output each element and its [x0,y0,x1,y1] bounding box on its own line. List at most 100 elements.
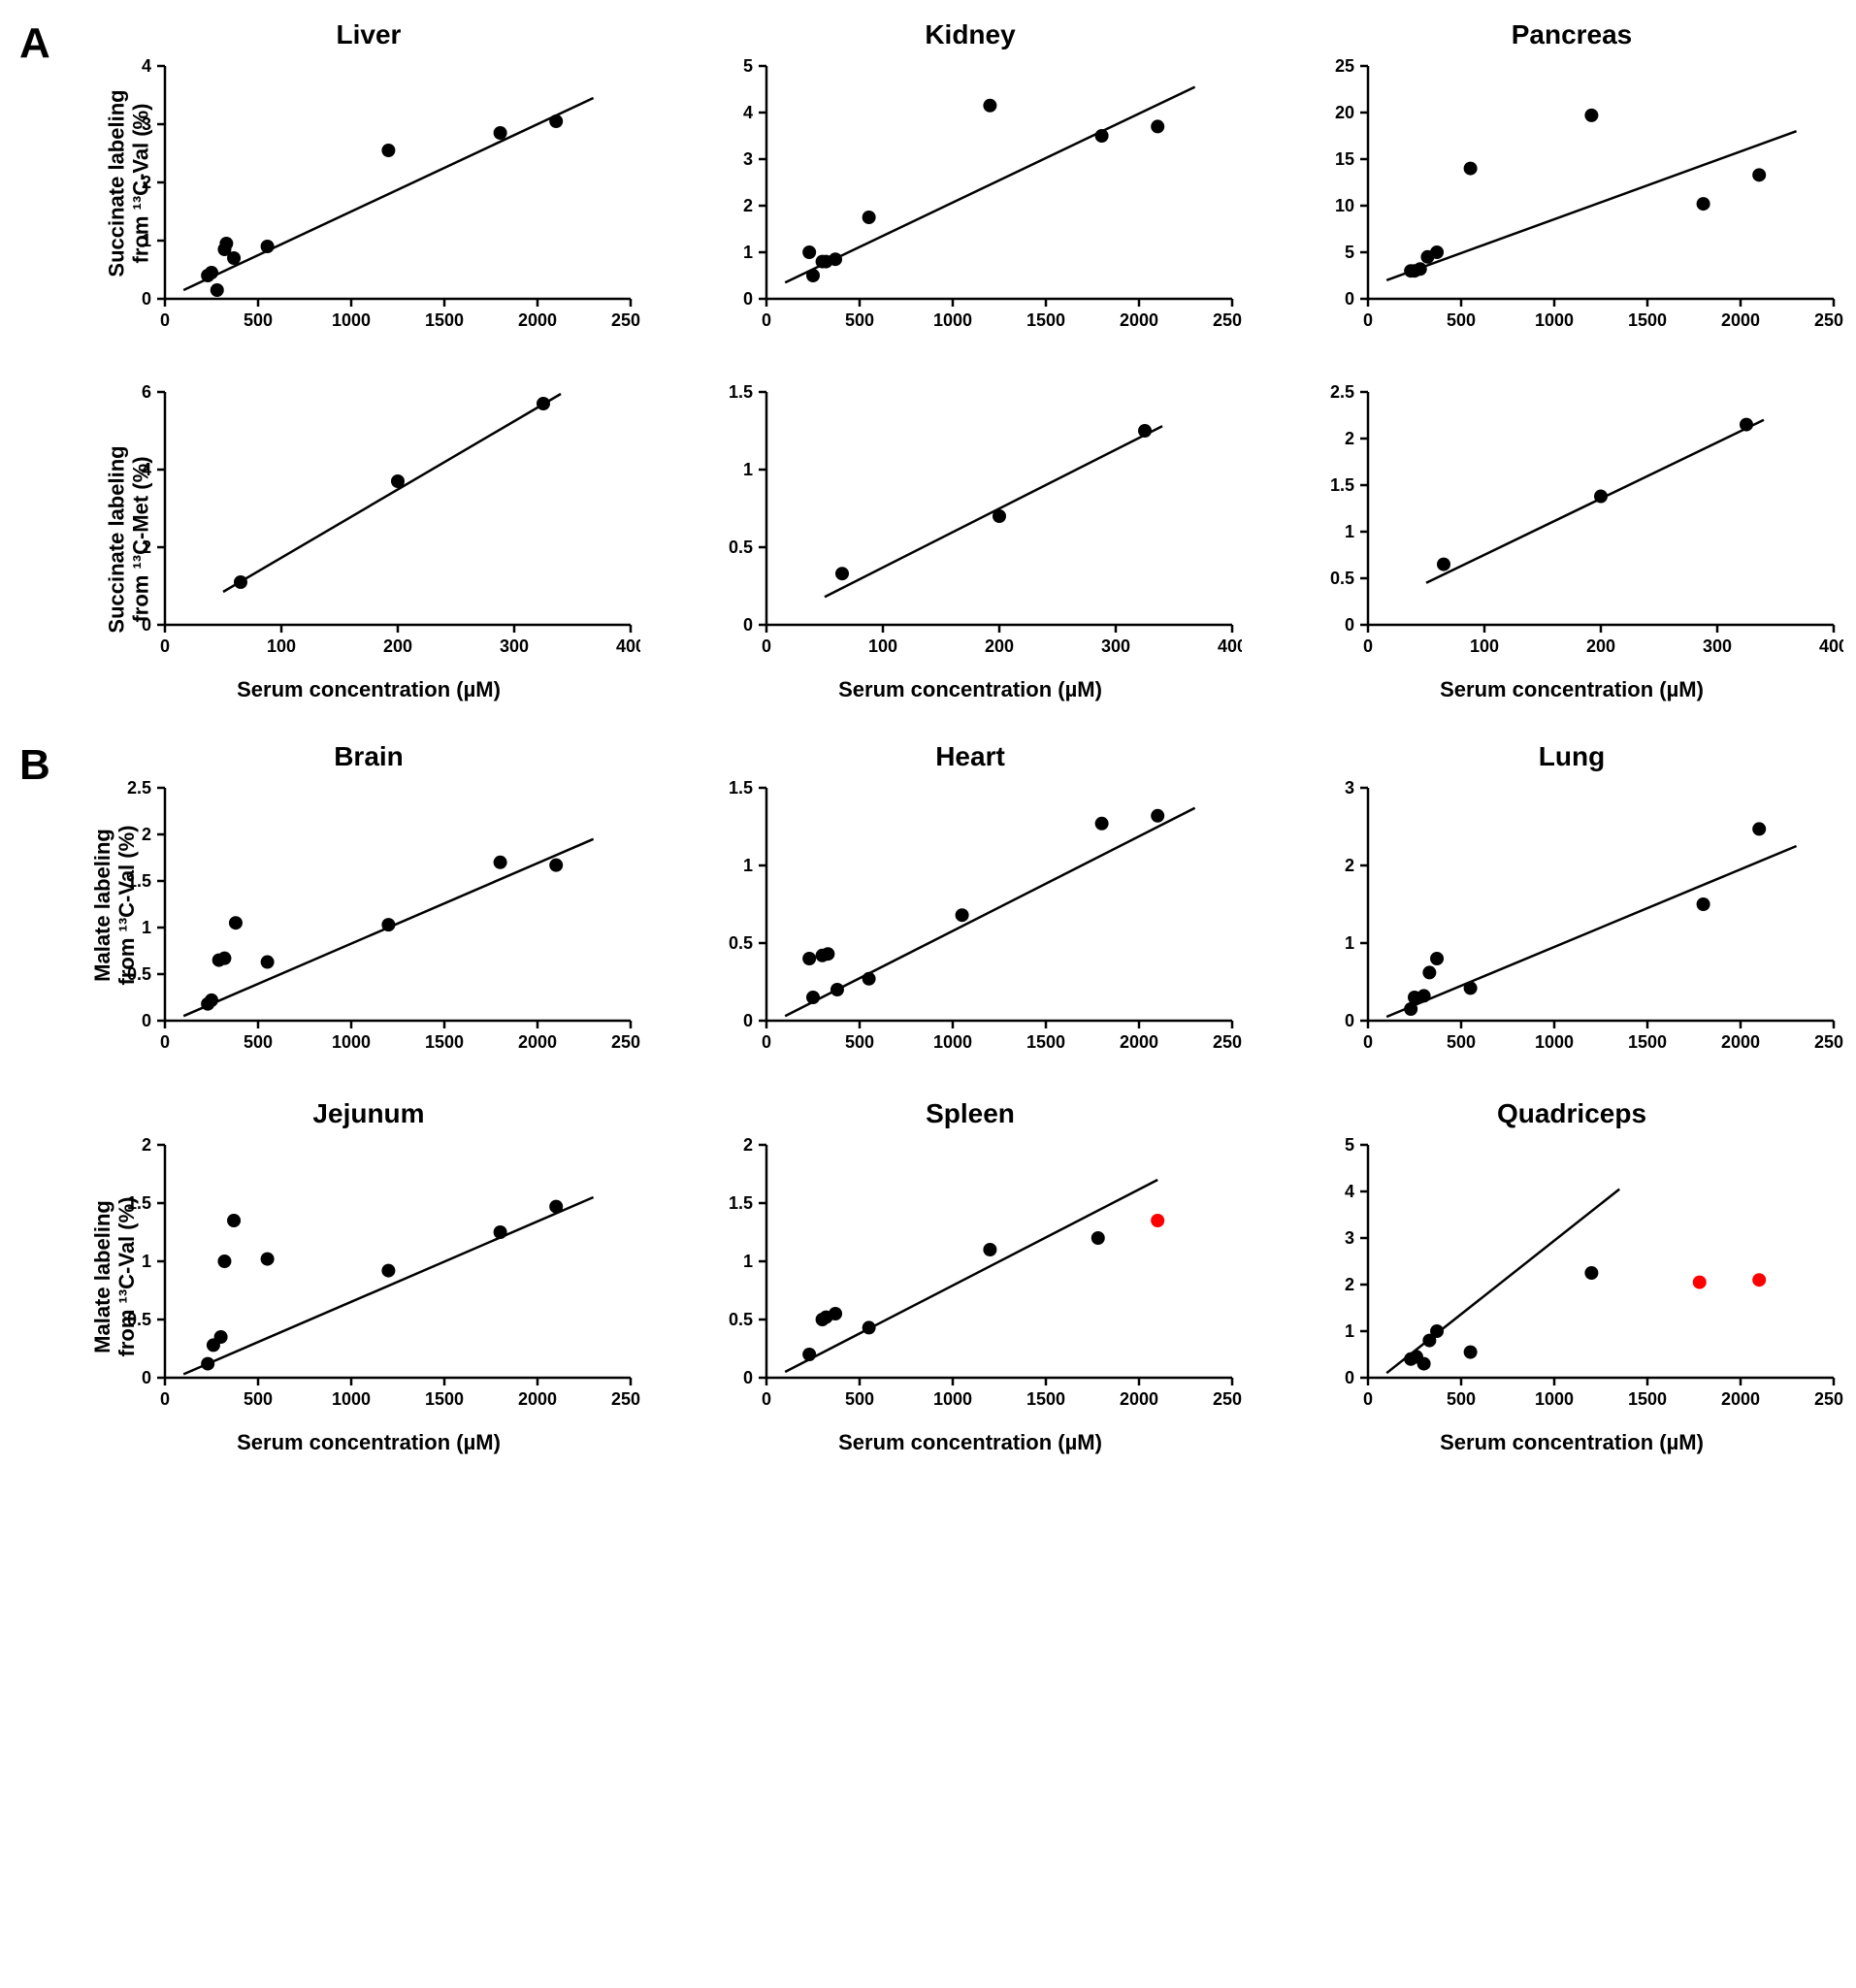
svg-text:3: 3 [743,149,753,169]
svg-text:0: 0 [1345,615,1354,635]
svg-text:0: 0 [160,1389,170,1409]
svg-text:2000: 2000 [1721,1389,1760,1409]
chart-wrap: BrainMalate labelingfrom ¹³C-Val (%)0500… [97,741,640,1069]
chart-title: Brain [97,741,640,772]
svg-text:1500: 1500 [1628,1389,1667,1409]
svg-text:2: 2 [1345,856,1354,875]
svg-text:1500: 1500 [425,1032,464,1052]
svg-text:500: 500 [845,310,874,330]
svg-text:5: 5 [1345,243,1354,262]
svg-text:15: 15 [1335,149,1354,169]
chart-wrap: LiverSuccinate labelingfrom ¹³C-Val (%)0… [97,19,640,347]
svg-text:2: 2 [142,1135,151,1155]
svg-text:1: 1 [743,243,753,262]
svg-text:0: 0 [762,1389,771,1409]
svg-text:1000: 1000 [1535,1389,1574,1409]
svg-text:2500: 2500 [1814,1032,1843,1052]
svg-text:2500: 2500 [1814,310,1843,330]
svg-text:500: 500 [845,1389,874,1409]
svg-text:1500: 1500 [425,310,464,330]
svg-text:1.5: 1.5 [729,1193,753,1213]
svg-text:1.5: 1.5 [1330,475,1354,495]
svg-text:2.5: 2.5 [127,778,151,798]
svg-text:1.5: 1.5 [729,382,753,402]
svg-text:0: 0 [743,1011,753,1030]
svg-text:500: 500 [1447,310,1476,330]
svg-text:400: 400 [1819,636,1843,656]
svg-text:10: 10 [1335,196,1354,215]
chart-title: Spleen [699,1098,1242,1129]
svg-text:0.5: 0.5 [729,1310,753,1329]
svg-text:2: 2 [1345,429,1354,448]
panel-label-b: B [19,741,50,790]
svg-text:1500: 1500 [1026,310,1065,330]
svg-text:0: 0 [743,289,753,309]
scatter-chart: 0500100015002000250000.511.52 [97,1135,640,1426]
chart-wrap: Spleen0500100015002000250000.511.52Serum… [699,1098,1242,1455]
svg-text:1000: 1000 [1535,310,1574,330]
y-axis-label: Malate labelingfrom ¹³C-Val (%) [90,826,140,986]
chart-row: BrainMalate labelingfrom ¹³C-Val (%)0500… [97,741,1837,1069]
scatter-chart: 050010001500200025000123 [1300,778,1843,1069]
svg-text:2: 2 [743,196,753,215]
scatter-chart: 0500100015002000250000.511.5 [699,778,1242,1069]
svg-text:0: 0 [762,636,771,656]
svg-text:0.5: 0.5 [729,933,753,953]
chart-row: Succinate labelingfrom ¹³C-Met (%)010020… [97,376,1837,702]
x-axis-label: Serum concentration (µM) [1300,1430,1843,1455]
svg-text:5: 5 [743,56,753,76]
svg-text:2500: 2500 [611,310,640,330]
svg-text:0: 0 [1345,1368,1354,1387]
svg-text:4: 4 [142,56,151,76]
chart-row: LiverSuccinate labelingfrom ¹³C-Val (%)0… [97,19,1837,347]
svg-text:0: 0 [1363,310,1373,330]
scatter-chart: 010020030040000.511.522.5 [1300,382,1843,673]
svg-text:0: 0 [762,1032,771,1052]
svg-text:1000: 1000 [933,310,972,330]
svg-text:2: 2 [743,1135,753,1155]
svg-text:0: 0 [160,1032,170,1052]
svg-text:2000: 2000 [518,1389,557,1409]
svg-text:1000: 1000 [332,1389,371,1409]
svg-text:2500: 2500 [1213,310,1242,330]
chart-wrap: 010020030040000.511.522.5Serum concentra… [1300,376,1843,702]
svg-text:300: 300 [500,636,529,656]
svg-text:0.5: 0.5 [729,538,753,557]
svg-text:2000: 2000 [1120,1032,1158,1052]
svg-text:1500: 1500 [1026,1032,1065,1052]
chart-wrap: Succinate labelingfrom ¹³C-Met (%)010020… [97,376,640,702]
svg-text:4: 4 [1345,1182,1354,1201]
scatter-chart: 050010001500200025000510152025 [1300,56,1843,347]
svg-text:2500: 2500 [1213,1389,1242,1409]
scatter-chart: 05001000150020002500012345 [699,56,1242,347]
svg-text:1500: 1500 [425,1389,464,1409]
svg-text:200: 200 [985,636,1014,656]
x-axis-label: Serum concentration (µM) [1300,677,1843,702]
svg-text:1.5: 1.5 [729,778,753,798]
chart-wrap: Lung050010001500200025000123 [1300,741,1843,1069]
svg-text:6: 6 [142,382,151,402]
chart-title: Jejunum [97,1098,640,1129]
svg-text:2500: 2500 [1814,1389,1843,1409]
svg-text:1: 1 [743,856,753,875]
svg-text:1: 1 [743,1252,753,1271]
x-axis-label: Serum concentration (µM) [699,1430,1242,1455]
svg-text:2000: 2000 [518,310,557,330]
svg-text:2: 2 [142,825,151,844]
svg-text:500: 500 [244,1389,273,1409]
chart-title: Kidney [699,19,1242,50]
svg-text:0: 0 [743,1368,753,1387]
svg-text:2000: 2000 [1721,1032,1760,1052]
svg-text:25: 25 [1335,56,1354,76]
svg-text:0: 0 [1363,1032,1373,1052]
svg-text:500: 500 [1447,1032,1476,1052]
svg-text:200: 200 [383,636,412,656]
chart-wrap: JejunumMalate labelingfrom ¹³C-Val (%)05… [97,1098,640,1455]
svg-text:1: 1 [142,1252,151,1271]
chart-title: Heart [699,741,1242,772]
scatter-chart: 010020030040000.511.5 [699,382,1242,673]
svg-text:3: 3 [1345,1228,1354,1248]
svg-text:100: 100 [267,636,296,656]
svg-text:200: 200 [1586,636,1615,656]
svg-text:2000: 2000 [1120,310,1158,330]
